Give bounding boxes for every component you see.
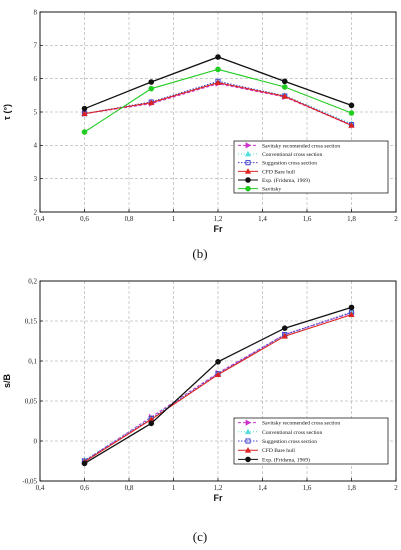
data-point [148,99,155,106]
x-tick-label: 1,4 [258,215,267,223]
y-tick-label: 8 [34,8,38,16]
panel-label: (b) [192,246,207,261]
x-axis-label: Fr [214,224,223,234]
y-tick-label: 2 [34,208,38,216]
y-tick-label: 0,1 [28,357,37,365]
y-axis-label: s/B [2,374,12,389]
legend-marker [244,150,252,157]
legend-marker [245,185,251,192]
legend-marker [245,438,251,444]
legend-marker [244,446,252,453]
x-tick-label: 0,6 [80,215,89,223]
legend: Savitsky recomended cross section Convent… [233,417,389,465]
data-point [81,110,88,117]
data-point [148,420,155,427]
data-point [348,110,355,116]
legend-label: Savitsky recomended cross section [262,421,340,427]
y-tick-label: 0,2 [28,277,37,285]
x-tick-label: 1 [172,215,176,223]
x-tick-label: 2 [394,484,398,492]
legend-box [233,417,389,465]
data-point [214,371,222,377]
data-point [215,66,221,73]
legend-label: Exp. (Fridsma, 1969) [262,456,310,463]
legend-marker [245,177,251,183]
legend-label: CFD Bare hull [262,169,295,175]
data-point [215,54,221,60]
data-point [281,93,288,99]
x-tick-label: 1,8 [347,215,356,223]
y-tick-label: 0 [34,437,38,445]
data-point [348,304,355,311]
x-tick-label: 1,2 [214,215,223,223]
data-point [81,129,88,135]
x-tick-label: 1,6 [303,215,312,223]
legend-label: Savitsky recomended cross section [262,143,340,149]
y-tick-label: 5 [34,108,38,116]
x-tick-label: 0,4 [36,215,45,223]
y-tick-label: 3 [34,175,38,183]
y-tick-label: 4 [34,142,38,150]
series-5 [81,54,355,112]
panel-label: (c) [193,529,207,544]
x-tick-label: 1 [172,484,176,492]
legend-marker [244,428,252,435]
data-point [214,79,222,86]
legend-label: Conventional cross section [262,152,322,158]
y-tick-label: 7 [34,42,38,50]
x-tick-label: 0,8 [125,484,134,492]
x-tick-label: 1,4 [258,484,267,492]
data-point [81,105,88,112]
legend-marker [245,456,251,463]
x-tick-label: 0,8 [125,215,134,223]
data-point [281,84,288,90]
legend-label: Suggestion cross section [262,439,317,445]
x-tick-label: 1,8 [347,484,356,492]
y-tick-label: 0,15 [25,317,38,325]
series-line [84,312,352,462]
x-axis-label: Fr [214,493,223,503]
x-tick-label: 1,2 [214,484,223,492]
y-tick-label: 6 [34,75,38,83]
series-4 [81,79,355,128]
chart-panel-2: 0,4 0,6 0,8 1 1,2 1,4 1,6 1,8 2 -0,05 0 0,05 0,1 0,15… [2,277,398,544]
data-point [215,359,221,365]
legend-marker [244,168,252,174]
data-point [348,122,355,128]
series-6 [81,66,355,135]
legend-marker [245,160,251,166]
legend-marker [245,419,252,426]
chart-panel-1: 0,4 0,6 0,8 1 1,2 1,4 1,6 1,8 2 2 3 4 5 6 7 8 Fr τ (°) Sav… [2,8,398,261]
y-axis-label: τ (°) [2,104,12,120]
legend: Savitsky recomended cross section Convent… [233,140,389,194]
legend-label: Exp. (Fridsma, 1969) [262,177,310,184]
x-tick-label: 2 [394,215,398,223]
legend-box [233,140,389,194]
legend-label: Suggestion cross section [262,161,317,167]
data-point [81,460,88,467]
data-point [281,332,288,339]
data-point [281,78,288,85]
data-point [148,79,155,85]
x-tick-label: 1,6 [303,484,312,492]
data-point [281,325,288,332]
series-5 [81,304,355,467]
y-tick-label: 0,05 [25,397,38,405]
x-tick-label: 0,4 [36,484,45,492]
data-point [348,102,355,109]
data-point [348,311,355,317]
y-tick-label: -0,05 [22,477,37,485]
data-point [148,85,155,92]
legend-label: Savitsky [262,187,281,193]
legend-marker [245,142,252,149]
legend-label: Conventional cross section [262,430,322,436]
x-tick-label: 0,6 [80,484,89,492]
legend-label: CFD Bare hull [262,448,295,454]
